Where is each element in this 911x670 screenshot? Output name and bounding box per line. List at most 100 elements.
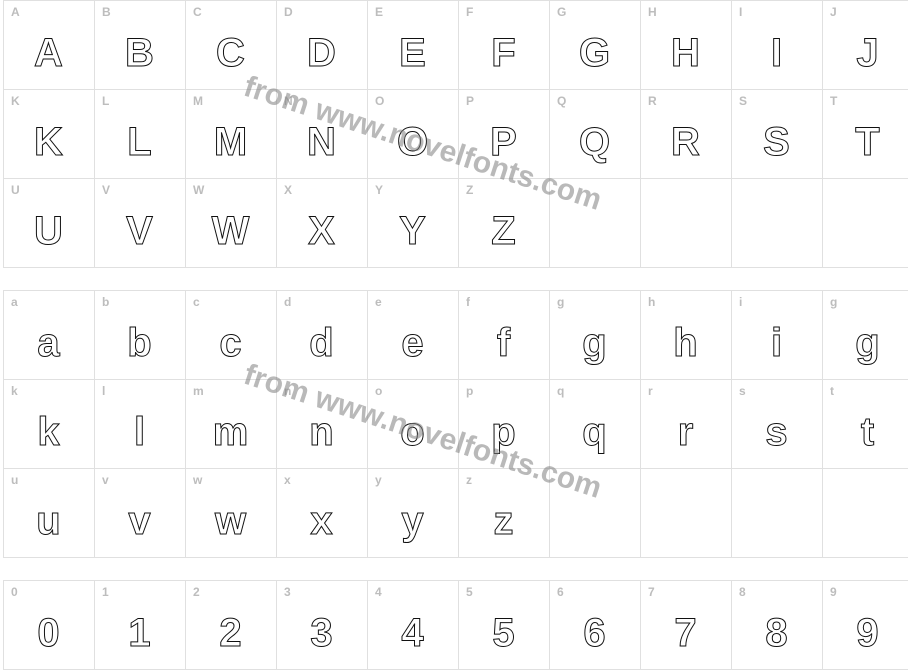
cell-label: B [102, 5, 111, 19]
cell-label: 3 [284, 585, 291, 599]
character-cell: xx [277, 469, 367, 557]
glyph-preview: w [186, 501, 276, 541]
character-cell: gg [823, 291, 911, 379]
cell-label: f [466, 295, 470, 309]
glyph-preview: 9 [823, 613, 911, 653]
glyph-preview: q [550, 412, 640, 452]
cell-label: 1 [102, 585, 109, 599]
cell-label: K [11, 94, 20, 108]
character-cell [641, 179, 731, 267]
character-cell: FF [459, 1, 549, 89]
font-character-map: AABBCCDDEEFFGGHHIIJJKKLLMMNNOOPPQQRRSSTT… [0, 0, 911, 670]
character-cell: yy [368, 469, 458, 557]
character-cell: ii [732, 291, 822, 379]
glyph-preview: g [550, 323, 640, 363]
character-cell: cc [186, 291, 276, 379]
cell-label: x [284, 473, 291, 487]
cell-label: L [102, 94, 109, 108]
glyph-preview: v [95, 501, 185, 541]
character-cell [550, 179, 640, 267]
glyph-preview: u [4, 501, 94, 541]
character-cell [732, 469, 822, 557]
cell-label: v [102, 473, 109, 487]
cell-label: e [375, 295, 382, 309]
glyph-preview: B [95, 33, 185, 73]
glyph-preview: x [277, 501, 367, 541]
character-section: 00112233445566778899 [3, 580, 908, 670]
glyph-preview: F [459, 33, 549, 73]
cell-label: 8 [739, 585, 746, 599]
character-cell: gg [550, 291, 640, 379]
cell-label: Y [375, 183, 383, 197]
cell-label: R [648, 94, 657, 108]
cell-label: N [284, 94, 293, 108]
glyph-preview: f [459, 323, 549, 363]
cell-label: q [557, 384, 564, 398]
character-cell: WW [186, 179, 276, 267]
character-cell: nn [277, 380, 367, 468]
glyph-preview: 8 [732, 613, 822, 653]
character-cell: 33 [277, 581, 367, 669]
glyph-preview: 1 [95, 613, 185, 653]
glyph-preview: a [4, 323, 94, 363]
glyph-preview: p [459, 412, 549, 452]
cell-label: 5 [466, 585, 473, 599]
cell-label: k [11, 384, 18, 398]
character-cell: kk [4, 380, 94, 468]
glyph-preview: s [732, 412, 822, 452]
cell-label: l [102, 384, 105, 398]
glyph-preview: c [186, 323, 276, 363]
glyph-preview: m [186, 412, 276, 452]
character-cell: SS [732, 90, 822, 178]
glyph-preview: W [186, 211, 276, 251]
cell-label: H [648, 5, 657, 19]
section-gap [0, 268, 911, 290]
glyph-preview: C [186, 33, 276, 73]
cell-label: 0 [11, 585, 18, 599]
cell-label: b [102, 295, 109, 309]
glyph-preview: I [732, 33, 822, 73]
glyph-preview: t [823, 412, 911, 452]
character-cell: CC [186, 1, 276, 89]
glyph-preview: T [823, 122, 911, 162]
character-cell: 11 [95, 581, 185, 669]
glyph-preview: g [823, 323, 911, 363]
character-cell: XX [277, 179, 367, 267]
glyph-preview: 7 [641, 613, 731, 653]
glyph-preview: L [95, 122, 185, 162]
character-cell: rr [641, 380, 731, 468]
glyph-preview: i [732, 323, 822, 363]
glyph-preview: X [277, 211, 367, 251]
cell-label: 9 [830, 585, 837, 599]
cell-label: G [557, 5, 566, 19]
character-cell: 88 [732, 581, 822, 669]
character-cell: RR [641, 90, 731, 178]
character-cell: pp [459, 380, 549, 468]
cell-label: D [284, 5, 293, 19]
cell-label: c [193, 295, 200, 309]
character-cell: LL [95, 90, 185, 178]
cell-label: S [739, 94, 747, 108]
character-cell: EE [368, 1, 458, 89]
character-cell: UU [4, 179, 94, 267]
character-cell: AA [4, 1, 94, 89]
character-cell: ss [732, 380, 822, 468]
glyph-preview: l [95, 412, 185, 452]
glyph-preview: 4 [368, 613, 458, 653]
cell-label: h [648, 295, 655, 309]
glyph-preview: Q [550, 122, 640, 162]
glyph-preview: V [95, 211, 185, 251]
character-cell: KK [4, 90, 94, 178]
character-cell: bb [95, 291, 185, 379]
character-cell: PP [459, 90, 549, 178]
cell-label: 6 [557, 585, 564, 599]
glyph-preview: A [4, 33, 94, 73]
character-cell: MM [186, 90, 276, 178]
character-cell: OO [368, 90, 458, 178]
cell-label: J [830, 5, 837, 19]
character-cell: 99 [823, 581, 911, 669]
character-cell: tt [823, 380, 911, 468]
cell-label: a [11, 295, 18, 309]
cell-label: y [375, 473, 382, 487]
cell-label: A [11, 5, 20, 19]
